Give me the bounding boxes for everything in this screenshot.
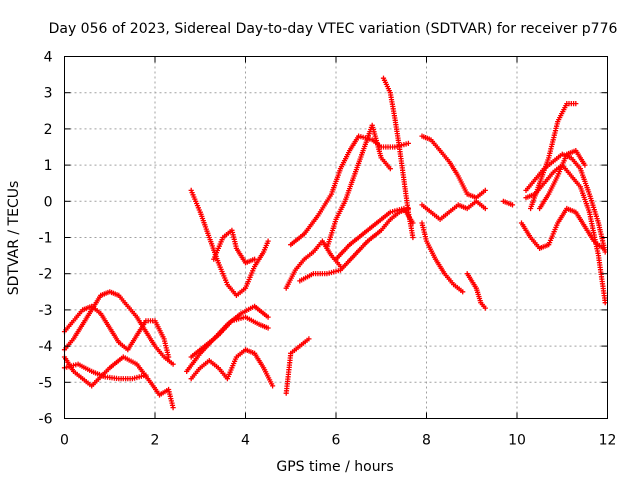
y-axis-label: SDTVAR / TECUs: [6, 181, 22, 296]
y-tick-label: 1: [44, 158, 53, 174]
y-tick-label: 4: [44, 50, 53, 66]
data-series-arc-4: [61, 354, 176, 411]
y-tick-label: 2: [44, 122, 53, 138]
x-tick-label: 12: [599, 433, 617, 449]
data-point-markers: [283, 336, 312, 396]
data-point-markers: [464, 271, 488, 311]
x-tick-label: 8: [422, 433, 431, 449]
x-tick-label: 4: [241, 433, 250, 449]
x-tick-label: 2: [151, 433, 160, 449]
y-tick-label: -6: [39, 412, 53, 428]
chart-title: Day 056 of 2023, Sidereal Day-to-day VTE…: [49, 21, 618, 37]
y-tick-label: -5: [39, 375, 53, 391]
data-layer: [61, 75, 608, 411]
data-series-arc-10: [283, 336, 312, 396]
data-series-arc-20: [464, 271, 488, 311]
x-tick-label: 6: [332, 433, 341, 449]
data-series-arc-14: [324, 122, 393, 251]
data-point-markers: [61, 354, 176, 411]
data-point-markers: [537, 148, 588, 212]
x-tick-label: 10: [508, 433, 526, 449]
data-series-arc-11: [283, 238, 344, 291]
data-point-markers: [324, 122, 393, 251]
x-tick-label: 0: [60, 433, 69, 449]
data-point-markers: [288, 133, 411, 248]
data-point-markers: [419, 133, 488, 201]
data-series-arc-6: [188, 314, 271, 360]
data-series-arc-16: [380, 75, 416, 241]
data-series-arc-19: [419, 198, 488, 222]
data-point-markers: [188, 347, 276, 389]
data-series-arc-7: [188, 347, 276, 389]
data-point-markers: [419, 198, 488, 222]
data-point-markers: [380, 75, 416, 241]
y-tick-label: -3: [39, 303, 53, 319]
y-tick-label: 0: [44, 194, 53, 210]
x-axis-label: GPS time / hours: [276, 459, 393, 475]
data-series-arc-26: [537, 148, 588, 212]
data-series-arc-5: [184, 303, 271, 374]
y-tick-label: 3: [44, 86, 53, 102]
data-series-arc-17: [419, 133, 488, 201]
data-point-markers: [297, 205, 411, 284]
data-point-markers: [188, 187, 271, 298]
y-tick-label: -4: [39, 339, 53, 355]
data-series-arc-8: [188, 187, 271, 298]
y-tick-label: -2: [39, 267, 53, 283]
data-series-arc-9: [211, 227, 258, 266]
data-series-arc-12: [297, 205, 411, 284]
data-series-arc-22: [518, 205, 606, 251]
data-series-arc-21: [500, 198, 516, 208]
data-point-markers: [518, 205, 606, 251]
data-point-markers: [528, 101, 579, 212]
data-point-markers: [211, 227, 258, 266]
data-point-markers: [523, 162, 608, 306]
data-series-arc-18: [419, 220, 466, 295]
data-series-arc-24: [523, 162, 608, 306]
data-series-arc-25: [528, 101, 579, 212]
grid: [64, 56, 608, 419]
data-series-arc-13: [288, 133, 411, 248]
data-point-markers: [283, 238, 344, 291]
data-point-markers: [188, 314, 271, 360]
data-point-markers: [419, 220, 466, 295]
y-tick-label: -1: [39, 231, 53, 247]
data-point-markers: [500, 198, 516, 208]
data-point-markers: [184, 303, 271, 374]
